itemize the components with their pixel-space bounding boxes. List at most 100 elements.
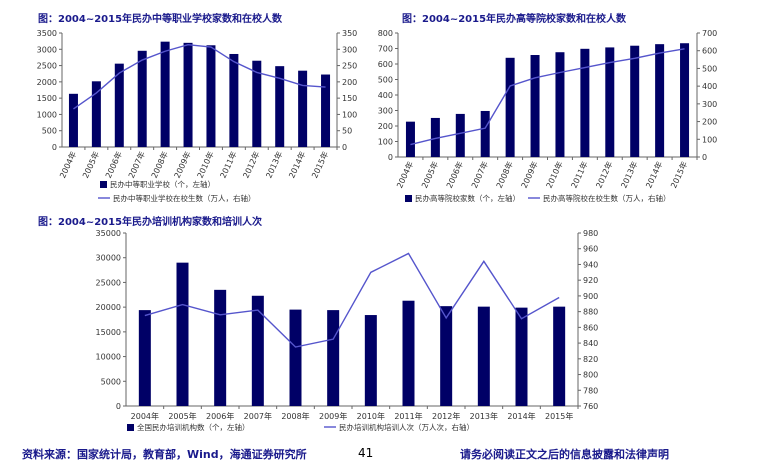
chart1-x-tick-label: 2010年 xyxy=(195,150,216,180)
chart2-legend-bar-label: 民办高等院校家数（个，左轴） xyxy=(415,193,520,203)
chart2-x-tick-label: 2010年 xyxy=(544,160,565,190)
chart1-bar xyxy=(206,45,216,147)
chart2-left-tick-label: 200 xyxy=(378,122,393,131)
chart1-right-tick-label: 100 xyxy=(342,110,357,119)
chart1-bar xyxy=(229,53,239,148)
chart3-bar xyxy=(477,306,490,406)
chart1-bar xyxy=(91,81,101,147)
chart1-left-tick-label: 3500 xyxy=(37,29,57,38)
chart1-line-series xyxy=(73,44,326,110)
chart3-bar xyxy=(138,310,151,406)
chart1-legend-line-label: 民办中等职业学校在校生数（万人，右轴） xyxy=(113,193,256,203)
source-note: 资料来源：国家统计局，教育部，Wind，海通证券研究所 xyxy=(22,448,307,461)
chart1-right-tick-label: 0 xyxy=(342,143,347,152)
chart1-bar xyxy=(68,93,78,147)
chart3-x-tick-label: 2010年 xyxy=(357,411,385,421)
chart3-left-tick-label: 10000 xyxy=(96,353,121,362)
chart1-bar xyxy=(321,74,331,147)
chart3-bar xyxy=(214,289,227,406)
chart3-left-tick-label: 15000 xyxy=(96,328,121,337)
chart1-left-tick-label: 500 xyxy=(42,127,57,136)
chart1-x-tick-label: 2014年 xyxy=(286,150,307,180)
chart3-bar xyxy=(289,309,302,406)
chart1-bar xyxy=(252,60,262,147)
chart2-left-tick-label: 600 xyxy=(378,60,393,69)
chart3-x-tick-label: 2014年 xyxy=(507,411,535,421)
chart2-bar xyxy=(430,117,440,157)
chart1-legend-bar-label: 民办中等职业学校（个，左轴） xyxy=(110,179,215,189)
chart1-x-tick-label: 2009年 xyxy=(172,150,193,180)
chart2-left-tick-label: 500 xyxy=(378,76,393,85)
chart3-legend-bar-swatch xyxy=(127,424,134,431)
chart3-x-tick-label: 2008年 xyxy=(281,411,309,421)
chart2-legend-bar-swatch xyxy=(405,195,412,202)
chart2-bar xyxy=(555,52,565,157)
chart3-x-tick-label: 2006年 xyxy=(206,411,234,421)
chart2-legend-line-label: 民办高等院校在校生数（万人，右轴） xyxy=(543,193,671,203)
chart1-right-tick-label: 300 xyxy=(342,45,357,54)
chart3-right-tick-label: 860 xyxy=(583,323,598,332)
chart1-x-tick-label: 2007年 xyxy=(126,150,147,180)
page-number: 41 xyxy=(358,446,374,460)
chart2-bar xyxy=(630,45,640,157)
chart3-right-tick-label: 960 xyxy=(583,245,598,254)
chart1-x-tick-label: 2005年 xyxy=(80,150,101,180)
chart2-right-tick-label: 100 xyxy=(702,135,717,144)
chart2-right-tick-label: 400 xyxy=(702,82,717,91)
chart3-left-tick-label: 30000 xyxy=(96,254,121,263)
chart2-right-tick-label: 700 xyxy=(702,29,717,38)
chart3-right-tick-label: 820 xyxy=(583,355,598,364)
chart3-right-tick-label: 800 xyxy=(583,371,598,380)
chart3-right-tick-label: 840 xyxy=(583,339,598,348)
chart3-right-tick-label: 920 xyxy=(583,276,598,285)
chart3-bar xyxy=(327,310,340,406)
chart2-x-tick-label: 2008年 xyxy=(494,160,515,190)
chart3-right-tick-label: 760 xyxy=(583,402,598,411)
chart2-bar xyxy=(655,44,665,157)
chart2-right-tick-label: 200 xyxy=(702,118,717,127)
chart3-right-tick-label: 980 xyxy=(583,229,598,238)
chart1-bar xyxy=(114,63,124,147)
chart1-right-tick-label: 350 xyxy=(342,29,357,38)
chart1-x-tick-label: 2012年 xyxy=(241,150,262,180)
chart1-legend-bar-swatch xyxy=(100,181,107,188)
chart2-x-tick-label: 2015年 xyxy=(668,160,689,190)
chart2-x-tick-label: 2013年 xyxy=(618,160,639,190)
chart2-left-tick-label: 800 xyxy=(378,29,393,38)
chart2-right-tick-label: 600 xyxy=(702,47,717,56)
chart3-x-tick-label: 2011年 xyxy=(394,411,422,421)
chart1-left-tick-label: 2000 xyxy=(37,78,57,87)
chart1-x-tick-label: 2006年 xyxy=(103,150,124,180)
chart2-left-tick-label: 0 xyxy=(388,153,393,162)
chart3-bar xyxy=(251,295,264,406)
chart2-right-tick-label: 0 xyxy=(702,153,707,162)
chart2-line-series xyxy=(410,48,685,146)
chart3-x-tick-label: 2013年 xyxy=(470,411,498,421)
chart1-bar xyxy=(183,42,193,147)
chart1-bar xyxy=(298,70,308,147)
chart3-x-tick-label: 2015年 xyxy=(545,411,573,421)
chart1-bar xyxy=(275,66,285,147)
chart2-right-tick-label: 500 xyxy=(702,64,717,73)
chart2-x-tick-label: 2006年 xyxy=(444,160,465,190)
chart1-left-tick-label: 2500 xyxy=(37,62,57,71)
chart2-bar xyxy=(680,43,690,158)
chart3-left-tick-label: 5000 xyxy=(101,377,121,386)
chart1-x-tick-label: 2015年 xyxy=(309,150,330,180)
chart2-x-tick-label: 2005年 xyxy=(419,160,440,190)
chart3-right-tick-label: 880 xyxy=(583,308,598,317)
chart2-bar xyxy=(605,47,615,157)
chart1-x-tick-label: 2013年 xyxy=(263,150,284,180)
chart1-x-tick-label: 2011年 xyxy=(218,150,239,180)
chart2-x-tick-label: 2011年 xyxy=(569,160,590,190)
chart1-bar xyxy=(160,41,170,147)
chart2-x-tick-label: 2007年 xyxy=(469,160,490,190)
chart3-x-tick-label: 2005年 xyxy=(168,411,196,421)
chart2-bar xyxy=(405,121,415,157)
chart3-bar xyxy=(402,300,415,406)
chart2-x-tick-label: 2009年 xyxy=(519,160,540,190)
chart3-x-tick-label: 2009年 xyxy=(319,411,347,421)
chart1-left-tick-label: 3000 xyxy=(37,45,57,54)
chart3-left-tick-label: 20000 xyxy=(96,303,121,312)
